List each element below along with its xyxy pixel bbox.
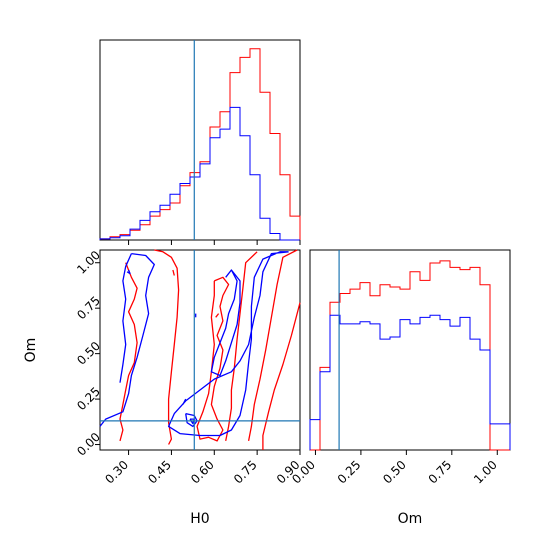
om-x-tick-label-2: 0.50 (380, 458, 409, 487)
om-x-tick-label-3: 0.75 (426, 458, 455, 487)
contours-blue-series (99, 251, 289, 437)
om-x-tick-label-1: 0.25 (335, 458, 364, 487)
contour-red-5 (196, 276, 230, 442)
om-x-axis-label: Om (398, 511, 423, 527)
contour-red-6 (172, 269, 175, 276)
contour-red-1 (119, 262, 138, 442)
contour-blue-8 (126, 269, 131, 275)
h0-histogram-frame (99, 39, 301, 241)
om-y-axis-ticks: 0.000.250.500.751.00 (74, 248, 103, 459)
h0-histogram-panel (99, 39, 301, 245)
h0-x-tick-label-2: 0.60 (188, 458, 217, 487)
h0-axis-label: H0 (190, 511, 209, 527)
contour-blue-6 (182, 398, 187, 405)
h0-x-axis-ticks: 0.30 0.45 0.60 0.75 0.90 (102, 450, 303, 487)
om-x-tick-label-4: 1.00 (471, 458, 500, 487)
om-histogram-red-series (310, 260, 510, 451)
contour-blue-2 (167, 251, 289, 437)
h0-x-tick-label-0: 0.30 (102, 458, 131, 487)
om-x-axis-ticks: 0.00 0.25 0.50 0.75 1.00 (289, 450, 500, 486)
h0-x-tick-label-1: 0.45 (145, 458, 174, 487)
contour-red-2 (225, 251, 258, 442)
contour-blue-0 (99, 252, 155, 427)
h0-x-tick-label-3: 0.75 (231, 458, 260, 487)
om-y-axis-label: Om (23, 338, 39, 363)
contour-blue-4 (185, 412, 198, 428)
contour-blue-1 (119, 253, 132, 383)
joint-contour-frame (99, 249, 301, 451)
contour-blue-3 (210, 269, 241, 377)
om-histogram-blue-series (309, 314, 511, 450)
h0-histogram-ticks (128, 240, 301, 245)
contour-red-0 (154, 249, 180, 445)
h0-histogram-blue-series (99, 106, 300, 241)
om-histogram-panel: 0.00 0.25 0.50 0.75 1.00 Om (289, 249, 511, 527)
contour-red-7 (215, 313, 220, 318)
contour-red-4 (262, 302, 301, 450)
contours-red-series (119, 249, 301, 450)
joint-contour-panel: 0.30 0.45 0.60 0.75 0.90 0.000.250.500.751.0… (23, 248, 303, 527)
h0-histogram-red-series (99, 48, 301, 240)
om-histogram-frame (309, 249, 511, 451)
contour-red-3 (247, 249, 298, 442)
